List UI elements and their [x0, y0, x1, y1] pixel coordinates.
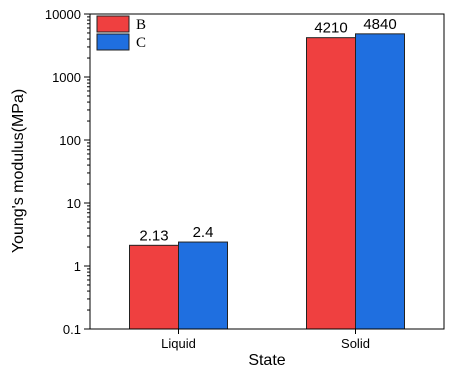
legend-swatch-c: [96, 33, 130, 51]
y-tick-label: 0.1: [63, 322, 81, 337]
legend-label-c: C: [136, 35, 146, 51]
y-tick-label: 100: [59, 133, 81, 148]
bar-c-liquid: [178, 241, 228, 330]
x-tick-label-solid: Solid: [341, 336, 370, 351]
y-axis: 0.1 1 10 100 1000 10000: [45, 7, 90, 337]
data-label-c-solid: 4840: [363, 16, 396, 33]
x-tick-label-liquid: Liquid: [161, 336, 196, 351]
legend-swatch-b: [96, 15, 130, 33]
data-label-b-solid: 4210: [314, 20, 347, 37]
data-label-c-liquid: 2.4: [193, 224, 214, 241]
x-axis: Liquid Solid: [161, 329, 370, 351]
plot-frame: [89, 13, 445, 330]
y-tick-label: 10000: [45, 7, 81, 22]
y-tick-label: 1000: [52, 70, 81, 85]
data-labels: 2.13 2.4 4210 4840: [139, 16, 396, 244]
data-label-b-liquid: 2.13: [139, 227, 168, 244]
y-tick-label: 1: [74, 259, 81, 274]
y-tick-label: 10: [67, 196, 81, 211]
y-axis-title: Young's modulus(MPa): [10, 89, 27, 253]
legend: BC: [96, 15, 146, 51]
bars-layer: [129, 33, 405, 330]
bar-c-solid: [355, 33, 405, 330]
bar-b-liquid: [129, 244, 179, 330]
legend-label-b: B: [136, 17, 146, 33]
x-axis-title: State: [248, 352, 285, 369]
bar-b-solid: [306, 37, 356, 330]
